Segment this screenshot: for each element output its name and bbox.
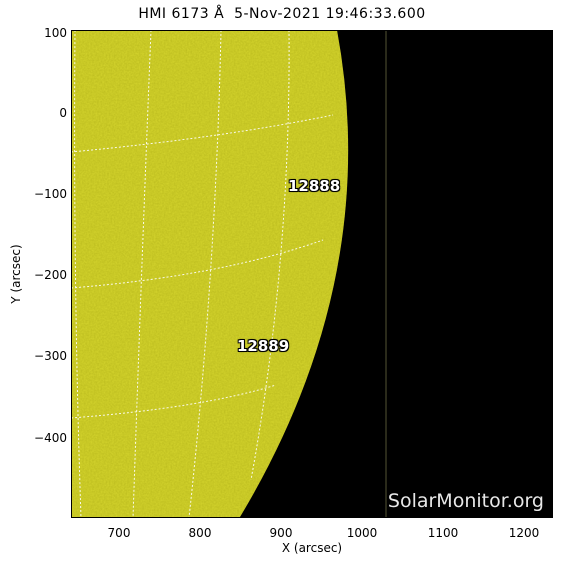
- y-tick-label: 100: [44, 26, 67, 40]
- solar-image-panel: [71, 30, 553, 518]
- y-tick-label: −200: [34, 268, 67, 282]
- x-tick-label: 1100: [427, 526, 459, 540]
- x-tick-label: 700: [107, 526, 131, 540]
- active-region-label-12888: 12888: [288, 177, 341, 195]
- x-axis-label: X (arcsec): [281, 541, 343, 555]
- x-tick-label: 800: [188, 526, 212, 540]
- y-tick-label: −400: [34, 431, 67, 445]
- grid-latitude-line: [71, 239, 324, 289]
- grid-latitude-line: [71, 384, 277, 419]
- active-region-label-12889: 12889: [237, 337, 290, 355]
- y-tick-label: −100: [34, 187, 67, 201]
- heliographic-grid: [71, 30, 334, 518]
- y-axis-label: Y (arcsec): [9, 244, 23, 304]
- grid-longitude-line: [188, 30, 222, 518]
- watermark: SolarMonitor.org: [387, 490, 544, 512]
- image-title: HMI 6173 Å 5-Nov-2021 19:46:33.600: [138, 6, 426, 22]
- y-tick-label: −300: [34, 349, 67, 363]
- x-tick-label: 1200: [508, 526, 540, 540]
- y-tick-label: 0: [59, 106, 67, 120]
- x-tick-label: 1000: [346, 526, 378, 540]
- grid-latitude-line: [71, 114, 334, 153]
- grid-longitude-line: [132, 30, 152, 518]
- solar-disk-svg: [71, 30, 553, 518]
- x-tick-label: 900: [269, 526, 293, 540]
- grid-longitude-line: [74, 30, 82, 518]
